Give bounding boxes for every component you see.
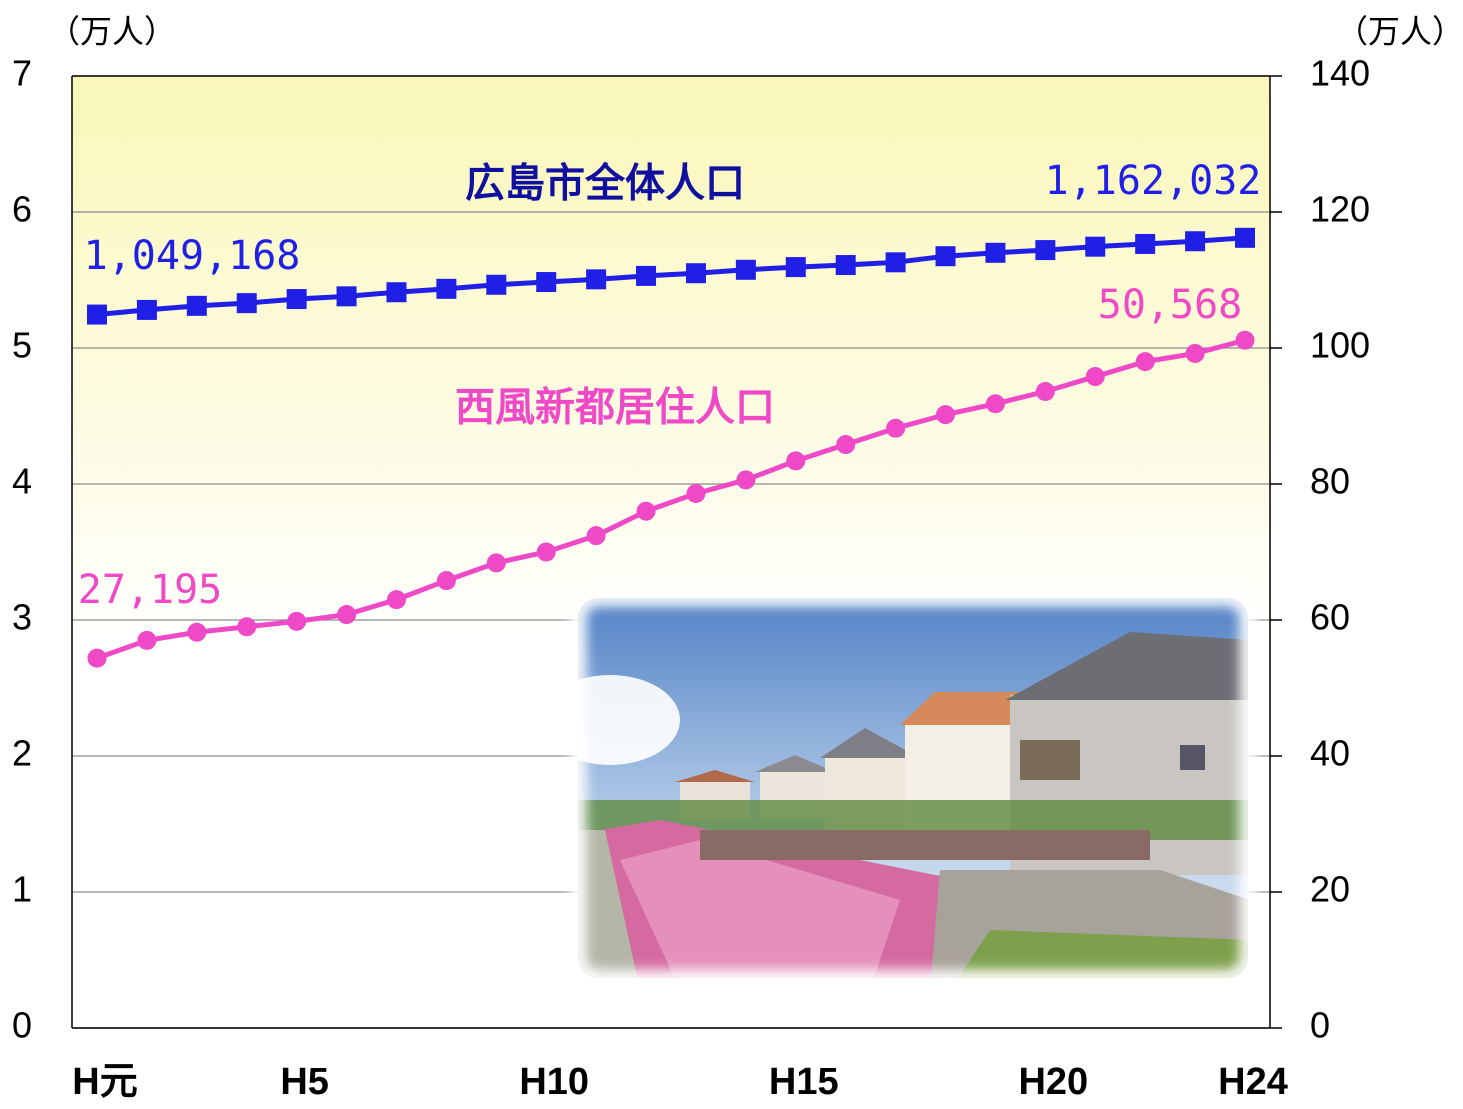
point-marker: [386, 282, 407, 303]
series-name: 西風新都居住人口: [455, 386, 775, 430]
x-tick-label: H24: [1218, 1061, 1288, 1103]
point-marker: [186, 295, 207, 316]
point-marker: [636, 265, 657, 286]
point-marker: [236, 293, 257, 314]
point-marker: [87, 648, 107, 668]
point-marker: [286, 289, 307, 310]
x-tick-label: H15: [769, 1061, 839, 1103]
point-marker: [137, 630, 157, 650]
y-tick-label: 6: [12, 189, 32, 230]
y2-tick-label: 140: [1310, 53, 1370, 94]
point-marker: [1185, 231, 1206, 252]
y2-tick-label: 80: [1310, 461, 1350, 502]
point-marker: [386, 590, 406, 610]
point-marker: [1085, 236, 1106, 257]
point-marker: [936, 405, 956, 425]
point-marker: [1135, 233, 1156, 254]
point-marker: [287, 611, 307, 631]
point-marker: [785, 257, 806, 278]
point-marker: [735, 259, 756, 280]
point-marker: [1185, 343, 1205, 363]
point-marker: [237, 617, 257, 637]
y-tick-label: 5: [12, 325, 32, 366]
point-marker: [736, 470, 756, 490]
y2-tick-label: 120: [1310, 189, 1370, 230]
y-tick-label: 0: [12, 1005, 32, 1046]
y-tick-label: 7: [12, 53, 32, 94]
point-marker: [336, 286, 357, 307]
x-tick-label: H10: [519, 1061, 589, 1103]
y-tick-label: 2: [12, 733, 32, 774]
point-marker: [1085, 367, 1105, 387]
point-marker: [536, 272, 557, 293]
point-marker: [136, 299, 157, 320]
y2-tick-label: 0: [1310, 1005, 1330, 1046]
y2-axis-label: （万人）: [1336, 13, 1463, 49]
y-tick-label: 1: [12, 869, 32, 910]
data-label: 1,049,168: [84, 233, 301, 279]
point-marker: [835, 255, 856, 276]
x-tick-label: H5: [280, 1061, 329, 1103]
point-marker: [1035, 240, 1056, 261]
photo: [578, 598, 1248, 978]
point-marker: [636, 501, 656, 521]
point-marker: [985, 394, 1005, 414]
point-marker: [1235, 227, 1255, 248]
data-label: 50,568: [1098, 282, 1243, 328]
point-marker: [686, 484, 706, 504]
y2-tick-label: 60: [1310, 597, 1350, 638]
point-marker: [586, 269, 607, 290]
y-tick-label: 4: [12, 461, 32, 502]
point-marker: [886, 418, 906, 438]
series-name: 広島市全体人口: [465, 161, 745, 206]
point-marker: [486, 274, 507, 295]
point-marker: [187, 622, 207, 642]
x-tick-label: H20: [1018, 1061, 1088, 1103]
point-marker: [87, 304, 107, 325]
point-marker: [885, 252, 906, 273]
y2-tick-label: 40: [1310, 733, 1350, 774]
point-marker: [486, 553, 506, 573]
y-tick-label: 3: [12, 597, 32, 638]
point-marker: [1235, 330, 1255, 350]
y-axis-label: （万人）: [48, 13, 176, 49]
point-marker: [337, 605, 357, 625]
point-marker: [1035, 382, 1055, 402]
y2-tick-label: 100: [1310, 325, 1370, 366]
point-marker: [436, 571, 456, 591]
y2-tick-label: 20: [1310, 869, 1350, 910]
data-label: 27,195: [78, 567, 223, 613]
point-marker: [935, 246, 956, 267]
point-marker: [436, 278, 457, 299]
point-marker: [985, 242, 1006, 263]
point-marker: [786, 451, 806, 471]
point-marker: [536, 542, 556, 562]
x-tick-label: H元: [72, 1061, 137, 1103]
point-marker: [685, 263, 706, 284]
point-marker: [1135, 352, 1155, 372]
point-marker: [836, 435, 856, 455]
data-label: 1,162,032: [1045, 158, 1262, 204]
point-marker: [586, 526, 606, 546]
